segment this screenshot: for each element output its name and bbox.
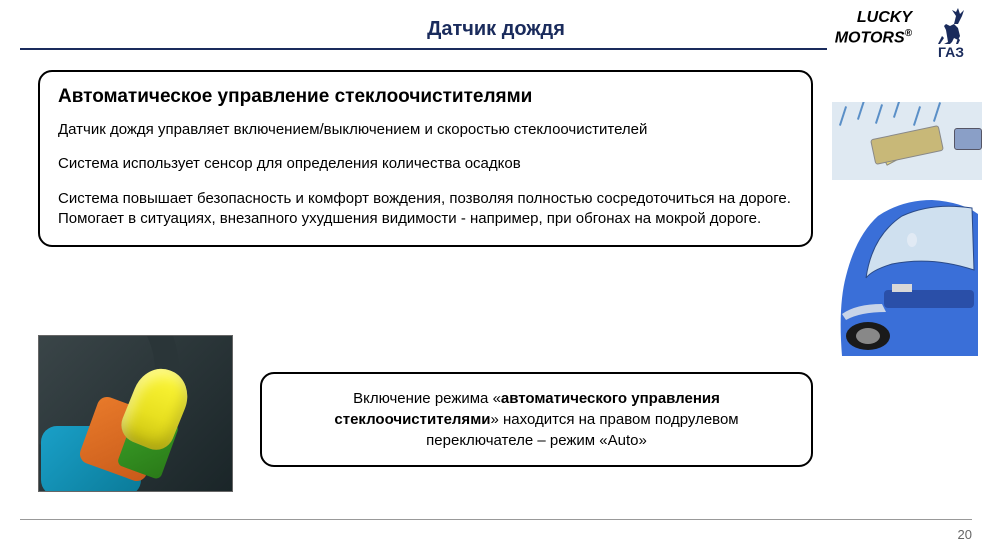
- lucky-motors-logo: LUCKY MOTORS®: [835, 10, 912, 46]
- slide-header: Датчик дождя LUCKY MOTORS® ГАЗ: [0, 0, 992, 60]
- page-number: 20: [958, 527, 972, 542]
- footer-rule: [20, 519, 972, 520]
- note-text: Включение режима «автоматического управл…: [292, 388, 781, 451]
- main-box-heading: Автоматическое управление стеклоочистите…: [58, 86, 793, 108]
- gaz-logo: ГАЗ: [922, 6, 980, 60]
- lucky-line1: LUCKY: [857, 9, 912, 26]
- lucky-line2: MOTORS: [835, 29, 905, 46]
- main-box-p3: Система повышает безопасность и комфорт …: [58, 189, 793, 209]
- main-box-p2: Система использует сенсор для определени…: [58, 154, 793, 174]
- deer-icon: [930, 6, 972, 46]
- note-pre: Включение режима «: [353, 390, 501, 407]
- main-info-box: Автоматическое управление стеклоочистите…: [38, 70, 813, 247]
- main-box-p1: Датчик дождя управляет включением/выключ…: [58, 120, 793, 140]
- car-illustration: [832, 186, 982, 366]
- note-box: Включение режима «автоматического управл…: [260, 372, 813, 467]
- wiper-lever-illustration: [38, 335, 233, 492]
- main-box-p4: Помогает в ситуациях, внезапного ухудшен…: [58, 209, 793, 229]
- gaz-text: ГАЗ: [922, 44, 980, 60]
- side-illustrations: [832, 102, 982, 366]
- rain-sensor-illustration: [832, 102, 982, 180]
- title-underline: [20, 48, 827, 50]
